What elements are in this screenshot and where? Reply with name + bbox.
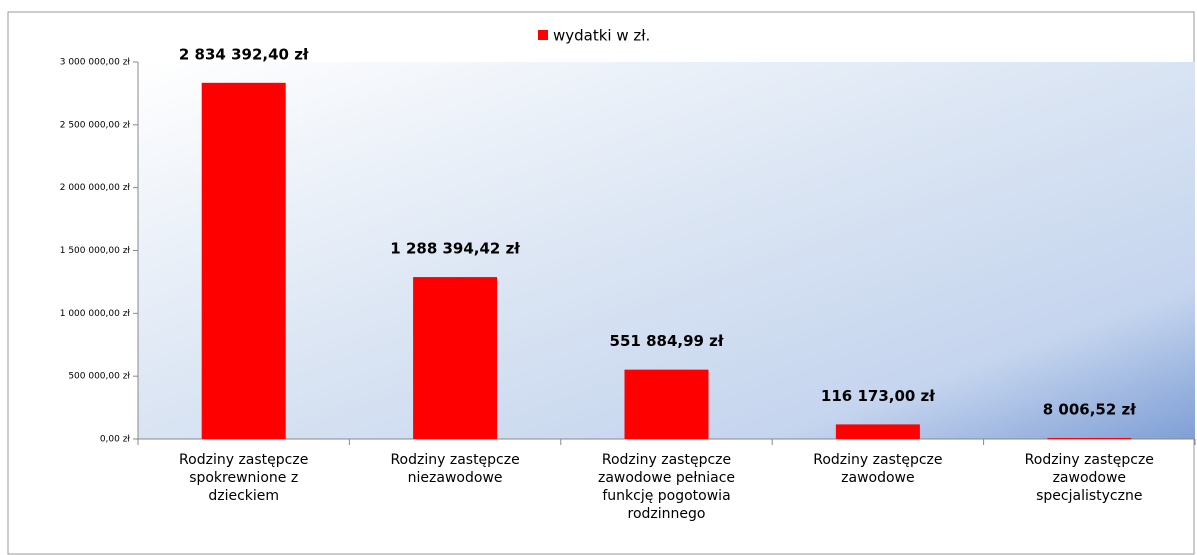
x-tick-label: Rodziny zastępcze zawodowe specjalistycz… <box>1024 452 1154 504</box>
y-tick-label: 500 000,00 zł <box>68 372 130 382</box>
bar <box>835 424 920 439</box>
value-label: 551 884,99 zł <box>610 332 724 350</box>
value-label: 116 173,00 zł <box>821 387 935 405</box>
bar <box>1047 437 1132 439</box>
x-tick-label: Rodziny zastępcze zawodowe <box>813 452 943 486</box>
value-label: 8 006,52 zł <box>1043 400 1136 418</box>
value-label: 1 288 394,42 zł <box>390 240 520 258</box>
y-tick-label: 3 000 000,00 zł <box>60 58 131 68</box>
x-tick-label: Rodziny zastępcze spokrewnione z dziecki… <box>179 452 309 504</box>
value-label: 2 834 392,40 zł <box>179 45 309 63</box>
bar <box>413 277 498 439</box>
y-tick-label: 2 000 000,00 zł <box>60 183 131 193</box>
x-tick-label: Rodziny zastępcze zawodowe pełniace funk… <box>597 452 736 522</box>
y-tick-label: 0,00 zł <box>100 435 131 445</box>
legend-swatch <box>538 30 548 40</box>
y-tick-label: 1 000 000,00 zł <box>60 309 131 319</box>
bar <box>624 369 709 439</box>
x-tick-label: Rodziny zastępcze niezawodowe <box>390 452 520 486</box>
legend-label: wydatki w zł. <box>553 27 650 45</box>
bar <box>201 82 286 440</box>
y-tick-label: 2 500 000,00 zł <box>60 120 131 130</box>
y-tick-label: 1 500 000,00 zł <box>60 246 131 256</box>
